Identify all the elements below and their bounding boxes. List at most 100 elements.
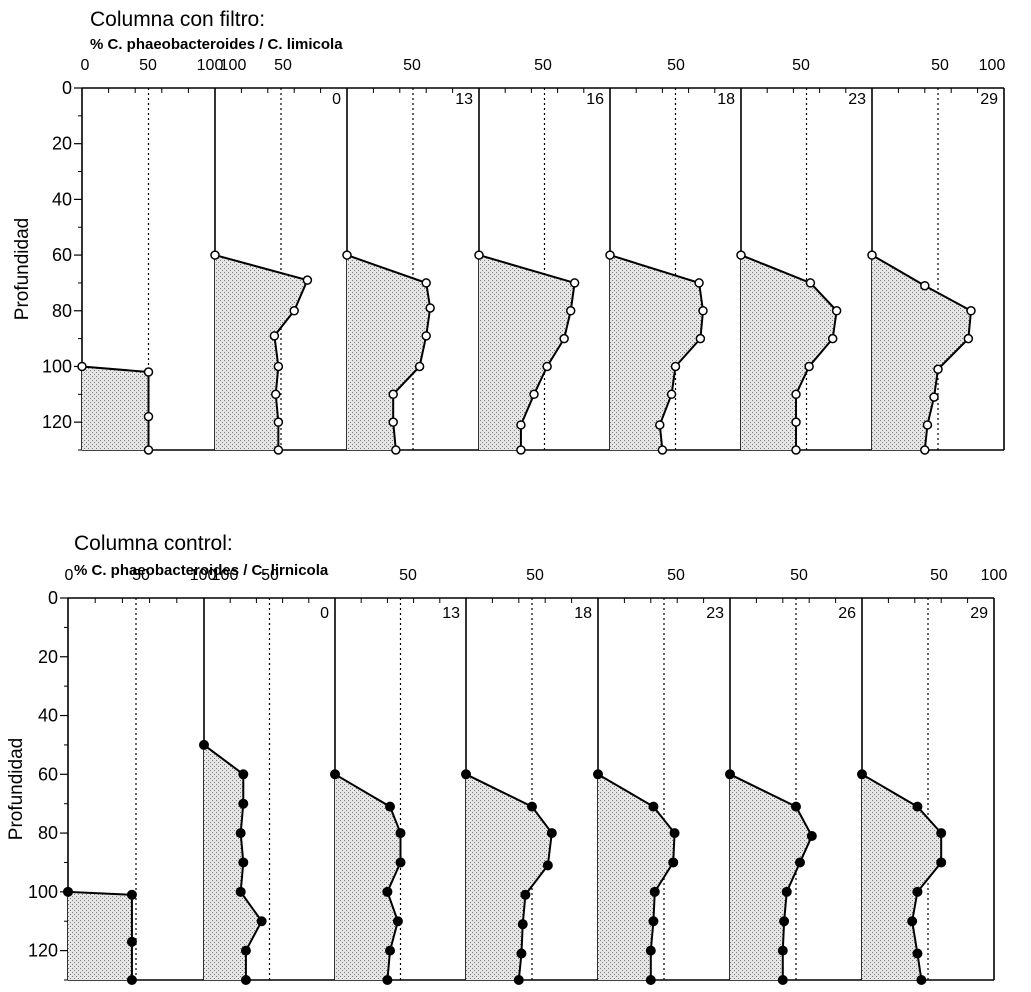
data-point [529, 389, 539, 400]
data-point [933, 364, 943, 374]
data-point [269, 331, 280, 341]
data-point [542, 361, 552, 372]
x-tick-label: 50 [930, 567, 948, 584]
data-point [645, 945, 656, 956]
data-point [342, 250, 352, 260]
data-point [920, 445, 930, 455]
data-point [425, 303, 435, 313]
y-tick-label: 0 [48, 588, 58, 608]
profile-area [741, 255, 837, 450]
y-tick-label: 120 [28, 941, 58, 961]
data-point [912, 948, 923, 959]
data-point [694, 278, 704, 288]
data-point [806, 831, 817, 842]
data-point [143, 411, 154, 422]
panel-6: 29 [857, 598, 988, 985]
day-label: 0 [320, 605, 329, 622]
data-point [605, 250, 615, 260]
data-point [235, 828, 246, 839]
x-tick-label: 0 [65, 567, 74, 584]
y-tick-label: 120 [42, 412, 72, 432]
x-tick-label: 50 [667, 567, 685, 584]
x-tick-label: 50 [132, 567, 150, 584]
panel-0 [77, 88, 154, 455]
data-point [546, 828, 557, 839]
y-tick-label: 60 [38, 764, 58, 784]
data-point [240, 975, 251, 985]
profile-line [81, 365, 150, 450]
profile-area [68, 891, 132, 980]
data-point [649, 886, 660, 897]
data-point [725, 769, 735, 780]
data-point [388, 417, 398, 427]
data-point [655, 420, 665, 430]
y-tick-label: 100 [28, 882, 58, 902]
data-point [330, 769, 340, 780]
panel-1: 0 [199, 598, 329, 985]
profile-area [730, 774, 812, 980]
data-point [516, 948, 527, 959]
profile-area [466, 774, 552, 980]
data-point [199, 739, 209, 750]
data-point [963, 333, 974, 344]
profile-area [204, 744, 262, 980]
x-tick-label: 100 [197, 57, 224, 74]
data-point [648, 801, 659, 812]
x-tick-label: 100 [190, 567, 217, 584]
data-point [516, 445, 526, 455]
data-point [273, 361, 284, 372]
panel-3: 18 [461, 598, 592, 985]
data-point [791, 801, 801, 812]
profile-area [598, 774, 675, 980]
data-point [240, 945, 251, 956]
x-tick-label: 50 [399, 567, 417, 584]
x-tick-label: 50 [792, 57, 810, 74]
data-point [736, 250, 746, 260]
profile-area [347, 255, 431, 450]
panel-5: 23 [736, 88, 866, 455]
profile-area [335, 774, 401, 980]
day-label: 18 [574, 605, 592, 622]
data-point [421, 278, 431, 288]
day-label: 29 [980, 91, 998, 108]
data-point [670, 361, 681, 372]
data-point [698, 306, 708, 316]
data-point [382, 975, 393, 985]
y-tick-label: 20 [38, 647, 58, 667]
data-point [912, 801, 923, 812]
data-point [516, 420, 526, 430]
data-point [388, 389, 398, 400]
data-point [669, 828, 680, 839]
data-point [804, 361, 814, 372]
data-point [273, 417, 284, 427]
day-label: 18 [717, 91, 735, 108]
x-tick-label: 0 [81, 57, 90, 74]
chart-subtitle-filter: % C. phaeobacteroides / C. limicola [90, 36, 343, 53]
data-point [289, 306, 299, 316]
y-tick-label: 100 [42, 356, 72, 376]
data-point [827, 333, 838, 344]
y-tick-label: 20 [52, 134, 72, 154]
data-point [791, 445, 801, 455]
profile-area [215, 255, 308, 450]
day-label: 0 [332, 91, 341, 108]
data-point [256, 916, 267, 927]
x-tick-label: 100 [220, 57, 247, 74]
data-point [542, 860, 553, 871]
panel-0 [63, 598, 137, 985]
data-point [695, 333, 706, 344]
data-point [273, 445, 284, 455]
data-point [391, 445, 401, 455]
x-tick-label: 50 [667, 57, 685, 74]
day-label: 13 [455, 91, 473, 108]
day-label: 26 [838, 605, 856, 622]
data-point [936, 828, 947, 839]
data-point [657, 445, 668, 455]
x-tick-label: 50 [261, 567, 279, 584]
y-tick-label: 60 [52, 245, 72, 265]
y-tick-label: 0 [62, 78, 72, 98]
data-point [77, 361, 87, 372]
data-point [791, 389, 801, 400]
